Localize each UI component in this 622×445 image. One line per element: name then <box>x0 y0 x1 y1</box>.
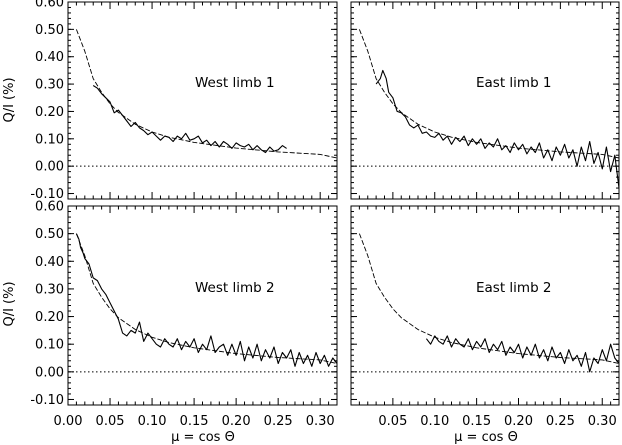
observed-curve <box>92 85 287 154</box>
y-axis-label-top: Q/I (%) <box>2 77 17 122</box>
model-curve <box>75 233 338 364</box>
panel-frame <box>350 1 620 200</box>
x-tick-label: 0.25 <box>264 414 293 429</box>
x-tick-label: 0.05 <box>96 414 125 429</box>
y-tick-label: 0.10 <box>35 338 64 353</box>
observed-curve <box>375 69 620 189</box>
x-tick-label: 0.10 <box>420 414 449 429</box>
x-tick-label: 0.15 <box>180 414 209 429</box>
x-tick-label: 0.25 <box>546 414 575 429</box>
y-axis-label-bottom: Q/I (%) <box>2 281 17 326</box>
y-tick-label: 0.30 <box>35 282 64 297</box>
panel-frame <box>67 205 338 406</box>
y-tick-label: 0.20 <box>35 310 64 325</box>
panel-label: West limb 1 <box>195 75 275 91</box>
x-tick-label: 0.15 <box>462 414 491 429</box>
y-tick-label: 0.00 <box>35 160 64 175</box>
x-tick-label: 0.05 <box>378 414 407 429</box>
observed-curve <box>425 335 620 373</box>
y-tick-label: -0.10 <box>30 187 64 202</box>
observed-curve <box>75 233 338 367</box>
x-tick-label: 0.30 <box>588 414 617 429</box>
x-tick-label: 0.10 <box>138 414 167 429</box>
x-tick-label: 0.20 <box>222 414 251 429</box>
panel-3: West limb 2 <box>67 205 338 406</box>
y-tick-label: 0.50 <box>35 23 64 38</box>
y-tick-label: 0.30 <box>35 78 64 93</box>
x-axis-label-right: μ = cos Θ <box>454 430 518 445</box>
x-tick-label: 0.00 <box>54 414 83 429</box>
panel-2: East limb 1 <box>350 1 620 200</box>
model-curve <box>75 29 338 159</box>
panels: West limb 1 East limb 1 West limb 2 East li… <box>67 1 620 406</box>
tick-labels: -0.100.000.100.200.300.400.500.60-0.100.… <box>30 0 616 429</box>
y-tick-label: 0.40 <box>35 255 64 270</box>
panel-label: East limb 1 <box>476 75 552 91</box>
x-axis-label-left: μ = cos Θ <box>171 430 235 445</box>
x-tick-label: 0.30 <box>306 414 335 429</box>
y-tick-label: -0.10 <box>30 393 64 408</box>
y-tick-label: 0.50 <box>35 227 64 242</box>
x-tick-label: 0.20 <box>504 414 533 429</box>
model-curve <box>358 233 620 364</box>
panel-4: East limb 2 <box>350 205 620 406</box>
y-tick-label: 0.00 <box>35 365 64 380</box>
model-curve <box>358 29 620 159</box>
panel-label: West limb 2 <box>195 280 275 296</box>
panel-label: East limb 2 <box>476 280 552 296</box>
panel-frame <box>350 205 620 406</box>
panel-1: West limb 1 <box>67 1 338 200</box>
y-tick-label: 0.10 <box>35 132 64 147</box>
y-tick-label: 0.40 <box>35 50 64 65</box>
y-tick-label: 0.60 <box>35 200 64 215</box>
y-tick-label: 0.60 <box>35 0 64 11</box>
y-tick-label: 0.20 <box>35 105 64 120</box>
